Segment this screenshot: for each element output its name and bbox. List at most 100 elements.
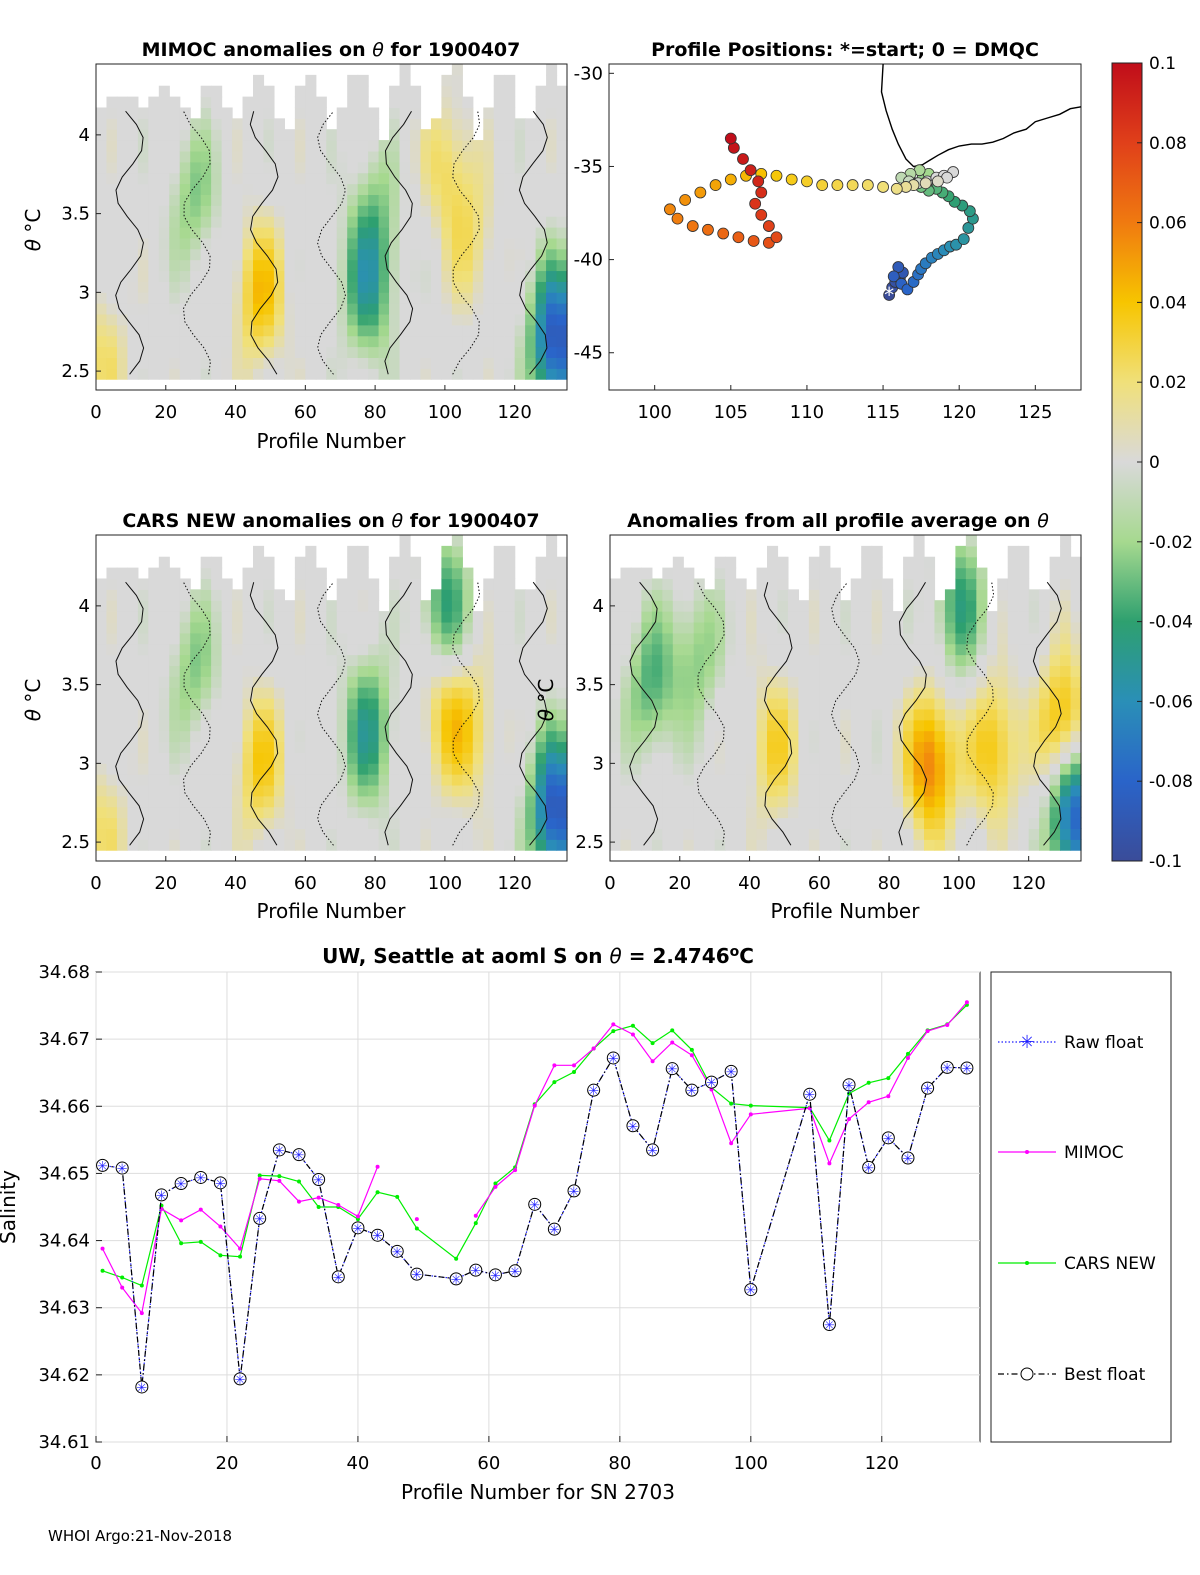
heat-cell bbox=[200, 698, 212, 710]
heat-cell bbox=[882, 654, 894, 666]
heat-cell bbox=[96, 654, 108, 666]
heat-cell bbox=[451, 205, 463, 217]
heat-cell bbox=[430, 303, 442, 315]
heat-cell bbox=[232, 752, 244, 764]
heat-cell bbox=[641, 784, 653, 797]
heat-cell bbox=[399, 194, 411, 206]
heat-cell bbox=[693, 611, 705, 623]
heat-cell bbox=[746, 763, 758, 775]
heat-cell bbox=[336, 248, 348, 261]
heat-cell bbox=[504, 313, 516, 326]
heat-cell bbox=[137, 357, 149, 369]
heat-cell bbox=[399, 292, 411, 304]
heat-cell bbox=[200, 150, 212, 163]
heat-cell bbox=[1070, 708, 1082, 721]
heat-cell bbox=[829, 763, 841, 775]
heat-cell bbox=[493, 600, 505, 612]
heat-cell bbox=[116, 357, 128, 369]
heat-cell bbox=[735, 698, 747, 710]
heat-cell bbox=[441, 795, 453, 808]
heat-cell bbox=[777, 719, 789, 732]
heat-cell bbox=[253, 556, 265, 569]
heat-cell bbox=[305, 839, 317, 851]
heat-cell bbox=[294, 292, 306, 304]
heat-cell bbox=[430, 774, 442, 786]
mimoc-point bbox=[847, 1117, 852, 1122]
heat-cell bbox=[493, 357, 505, 369]
heat-cell bbox=[714, 589, 726, 601]
heat-cell bbox=[493, 676, 505, 688]
heat-cell bbox=[148, 118, 160, 130]
salinity-xlabel: Profile Number for SN 2703 bbox=[401, 1480, 675, 1504]
heat-cell bbox=[493, 259, 505, 272]
heat-cell bbox=[263, 817, 275, 829]
heat-cell bbox=[430, 248, 442, 261]
heat-cell bbox=[924, 589, 936, 601]
heat-cell bbox=[357, 774, 369, 786]
heat-cell bbox=[767, 839, 779, 851]
heat-cell bbox=[263, 654, 275, 666]
colorbar-tick-label: -0.04 bbox=[1149, 613, 1193, 633]
heat-cell bbox=[641, 654, 653, 666]
heat-cell bbox=[326, 140, 338, 152]
coast-line bbox=[880, 63, 1082, 168]
heat-cell bbox=[546, 687, 558, 699]
heat-cell bbox=[819, 730, 831, 743]
heat-cell bbox=[725, 654, 737, 666]
salinity-ylabel: Salinity bbox=[0, 1170, 20, 1244]
heat-cell bbox=[903, 556, 915, 569]
heat-cell bbox=[430, 227, 442, 239]
heat-cell bbox=[410, 129, 422, 141]
heat-cell bbox=[158, 194, 170, 206]
heat-cell bbox=[179, 161, 191, 174]
heat-cell bbox=[137, 107, 149, 119]
heat-cell bbox=[493, 665, 505, 677]
heat-cell bbox=[420, 687, 432, 699]
heat-cell bbox=[305, 665, 317, 677]
heat-cell bbox=[514, 313, 526, 326]
heat-cell bbox=[546, 313, 558, 326]
heat-cell bbox=[284, 194, 296, 206]
heat-cell bbox=[819, 828, 831, 840]
heat-cell bbox=[368, 741, 380, 753]
heat-cell bbox=[556, 621, 568, 634]
heat-cell bbox=[1039, 795, 1051, 808]
heat-cell bbox=[284, 632, 296, 645]
heat-cell bbox=[211, 632, 223, 645]
heat-cell bbox=[378, 227, 390, 239]
heat-cell bbox=[986, 665, 998, 677]
heat-cell bbox=[315, 676, 327, 688]
heat-cell bbox=[777, 589, 789, 601]
heat-cell bbox=[451, 698, 463, 710]
heat-cell bbox=[200, 140, 212, 152]
heat-cell bbox=[179, 118, 191, 130]
heat-cell bbox=[169, 248, 181, 261]
heat-cell bbox=[190, 140, 202, 152]
heat-cell bbox=[273, 611, 285, 623]
heat-cell bbox=[399, 313, 411, 326]
heat-cell bbox=[399, 227, 411, 239]
heat-cell bbox=[976, 621, 988, 634]
heat-cell bbox=[903, 665, 915, 677]
heat-cell bbox=[148, 665, 160, 677]
heat-cell bbox=[211, 270, 223, 282]
heat-cell bbox=[997, 741, 1009, 753]
heat-cell bbox=[169, 687, 181, 699]
heat-cell bbox=[263, 774, 275, 786]
heat-cell bbox=[253, 632, 265, 645]
heat-cell bbox=[420, 752, 432, 764]
heat-cell bbox=[106, 698, 118, 710]
heat-cell bbox=[546, 621, 558, 634]
heat-cell bbox=[347, 817, 359, 829]
heat-cell bbox=[221, 665, 233, 677]
heat-cell bbox=[294, 281, 306, 293]
mimoc-point bbox=[198, 1207, 203, 1212]
heat-cell bbox=[441, 806, 453, 819]
heat-cell bbox=[819, 556, 831, 569]
heat-cell bbox=[704, 643, 716, 656]
heat-cell bbox=[556, 828, 568, 840]
heat-cell bbox=[451, 643, 463, 656]
heat-cell bbox=[483, 665, 495, 677]
y-tick-label: 3 bbox=[79, 753, 90, 774]
heat-cell bbox=[326, 281, 338, 293]
